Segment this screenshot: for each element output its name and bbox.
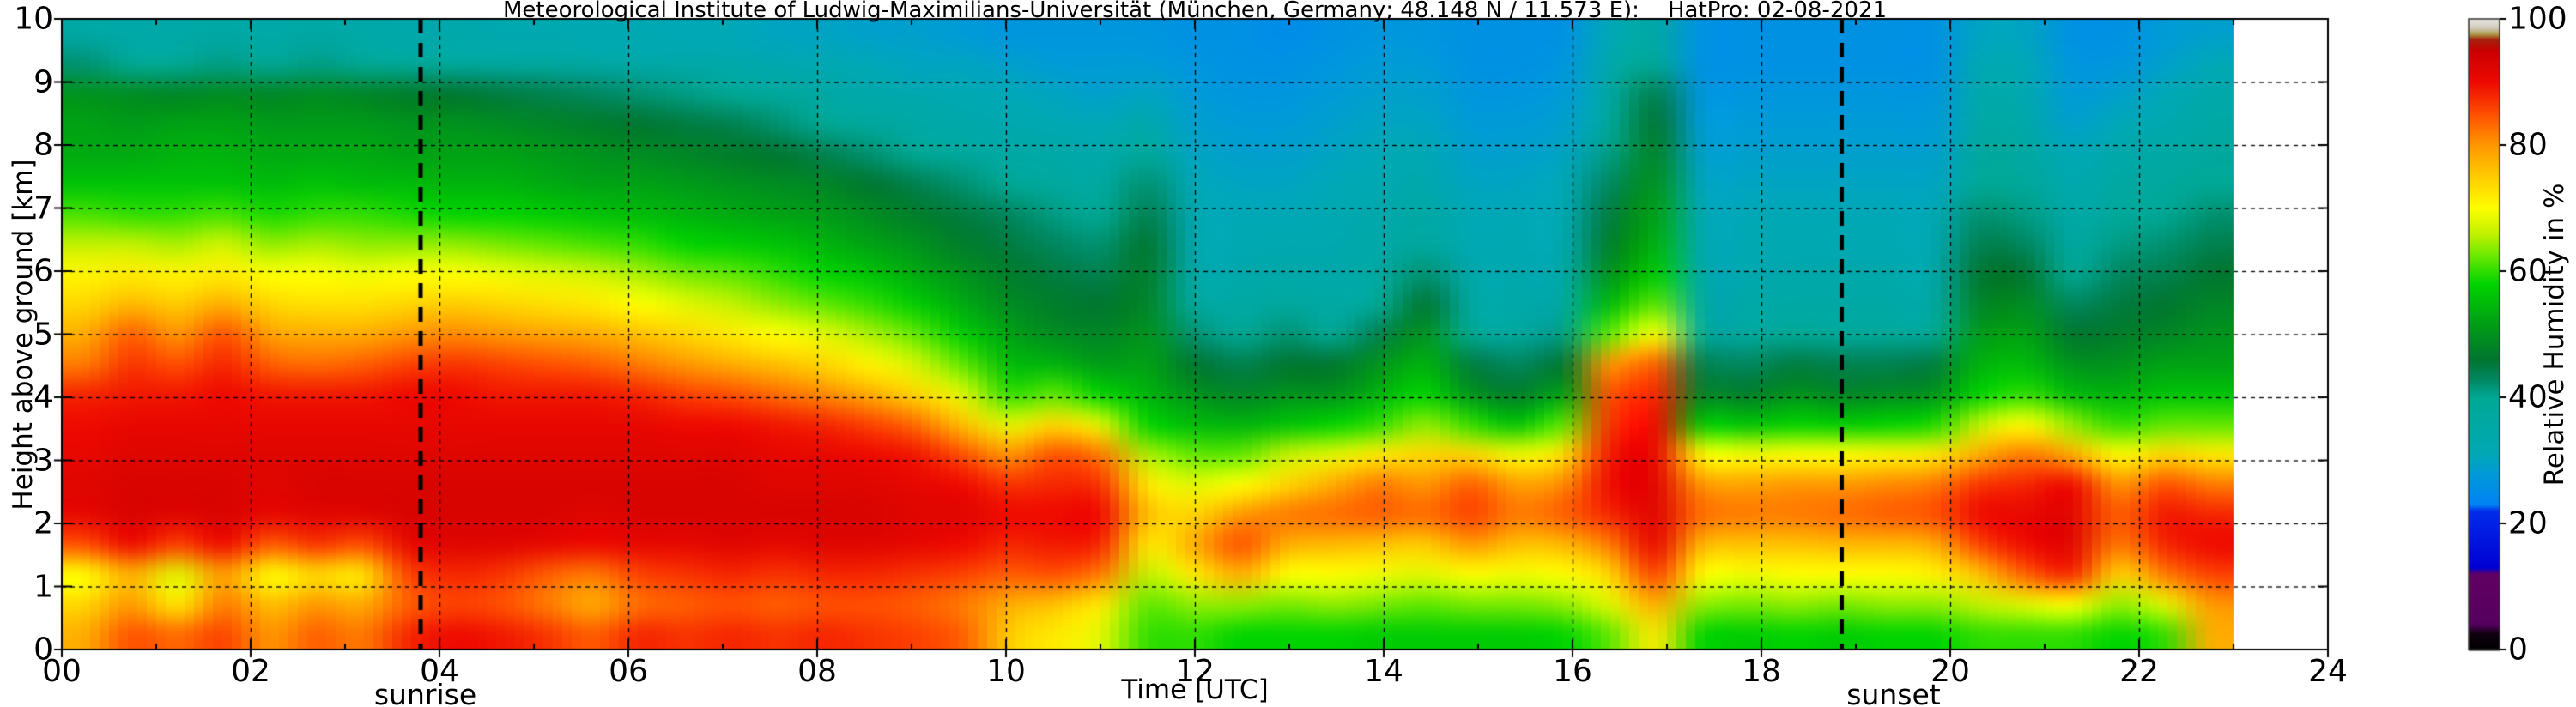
x-tick-label: 10	[986, 654, 1026, 689]
x-tick-label: 08	[797, 654, 837, 689]
x-tick-label: 16	[1553, 654, 1592, 689]
x-tick-label: 02	[231, 654, 270, 689]
y-tick-label: 7	[33, 190, 53, 226]
x-tick-label: 22	[2119, 654, 2159, 689]
colorbar-tick-label: 60	[2508, 253, 2548, 289]
colorbar-tick-label: 20	[2508, 505, 2548, 541]
y-tick-label: 4	[33, 379, 53, 415]
x-tick-label: 24	[2308, 654, 2348, 689]
y-tick-label: 8	[33, 127, 53, 163]
x-tick-label: 20	[1930, 654, 1970, 689]
y-tick-label: 6	[33, 253, 53, 289]
chart-title: Meteorological Institute of Ludwig-Maxim…	[502, 0, 1888, 23]
y-tick-label: 5	[33, 317, 53, 352]
y-tick-label: 3	[33, 443, 53, 478]
y-tick-label: 2	[33, 505, 53, 541]
y-tick-label: 1	[33, 569, 53, 604]
colorbar-tick-label: 40	[2508, 379, 2548, 415]
colorbar-tick-label: 100	[2508, 1, 2567, 37]
colorbar-label: Relative Humidity in %	[2539, 183, 2570, 486]
sunrise-annotation: sunrise	[373, 678, 477, 707]
x-tick-label: 14	[1364, 654, 1403, 689]
x-axis-label: Time [UTC]	[1121, 674, 1269, 705]
y-tick-label: 0	[33, 631, 53, 668]
colorbar-tick-label: 80	[2508, 127, 2548, 163]
sunset-annotation: sunset	[1846, 678, 1941, 707]
x-tick-label: 06	[609, 654, 648, 689]
x-tick-label: 00	[42, 654, 82, 689]
x-tick-label: 12	[1175, 654, 1215, 689]
y-tick-label: 9	[33, 64, 53, 100]
y-tick-label: 10	[14, 1, 53, 37]
colorbar-tick-label: 0	[2508, 631, 2528, 668]
x-tick-label: 18	[1742, 654, 1781, 689]
x-tick-label: 04	[420, 654, 459, 689]
